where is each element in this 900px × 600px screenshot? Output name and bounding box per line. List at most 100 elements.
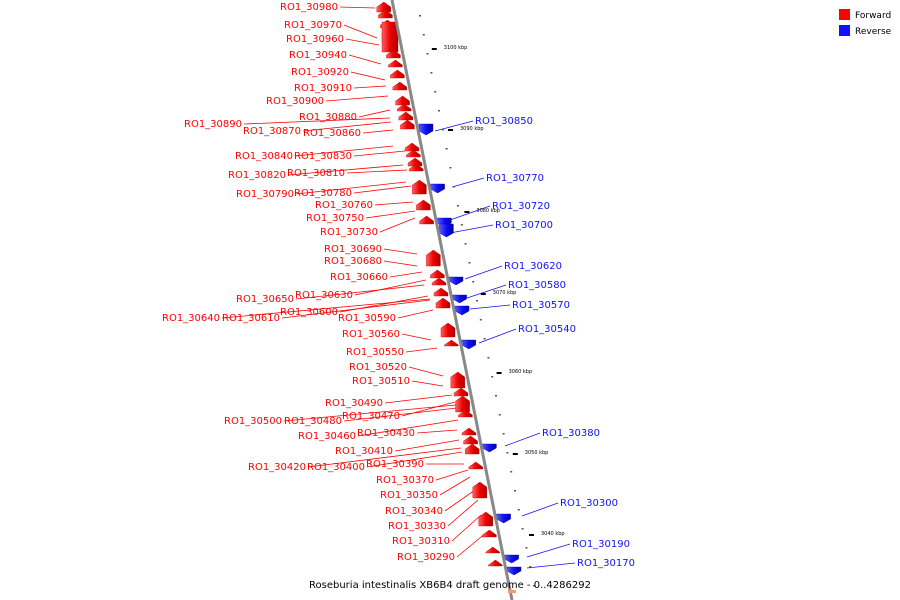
forward-gene-arrow xyxy=(419,215,434,225)
gene-label-forward: RO1_30350 xyxy=(380,490,438,501)
gene-label-forward: RO1_30430 xyxy=(357,428,415,439)
leader-line xyxy=(343,24,378,39)
gene-label-forward: RO1_30390 xyxy=(366,459,424,470)
leader-line xyxy=(464,265,503,280)
minor-marker xyxy=(457,205,459,207)
legend-reverse-swatch xyxy=(839,25,850,36)
forward-gene-arrow xyxy=(444,339,459,347)
gene-label-forward: RO1_30600 xyxy=(280,307,338,318)
forward-gene-arrow xyxy=(386,49,401,59)
gene-label-forward: RO1_30860 xyxy=(303,128,361,139)
reverse-gene-arrow xyxy=(430,183,445,194)
gene-label-forward: RO1_30330 xyxy=(388,521,446,532)
leader-line xyxy=(339,6,376,9)
minor-marker xyxy=(422,34,425,36)
leader-line xyxy=(466,284,507,299)
minor-marker xyxy=(487,357,490,359)
forward-gene-arrow xyxy=(485,546,500,554)
leader-line xyxy=(397,309,434,319)
forward-gene-block xyxy=(381,21,399,53)
kbp-tick-label: 3050 kbp xyxy=(525,450,549,456)
minor-marker xyxy=(517,509,520,511)
leader-line xyxy=(379,217,416,233)
forward-gene-arrow xyxy=(478,511,493,527)
reverse-gene-arrow xyxy=(482,443,497,453)
leader-line xyxy=(357,419,459,437)
minor-marker xyxy=(498,414,501,416)
minor-marker xyxy=(502,433,505,435)
reverse-gene-arrow xyxy=(448,276,464,286)
leader-line xyxy=(451,514,482,542)
leader-line xyxy=(447,499,479,527)
gene-label-forward: RO1_30290 xyxy=(397,552,455,563)
gene-label-forward: RO1_30690 xyxy=(324,244,382,255)
minor-marker xyxy=(506,452,509,454)
leader-line xyxy=(346,169,408,174)
gene-label-forward: RO1_30780 xyxy=(294,188,352,199)
kbp-tick-label: 3040 kbp xyxy=(541,531,565,537)
leader-line xyxy=(221,298,431,319)
forward-gene-arrow xyxy=(461,427,477,436)
legend-forward-swatch xyxy=(839,9,850,20)
gene-label-reverse: RO1_30190 xyxy=(572,539,630,550)
gene-label-reverse: RO1_30620 xyxy=(504,261,562,272)
reverse-gene-arrow xyxy=(504,554,519,564)
forward-gene-arrow xyxy=(406,149,421,158)
leader-line xyxy=(295,181,407,195)
leader-line xyxy=(353,150,406,157)
gene-label-forward: RO1_30810 xyxy=(287,168,345,179)
forward-gene-arrow xyxy=(388,59,403,68)
reverse-gene-arrow xyxy=(454,305,470,316)
minor-marker xyxy=(529,566,532,568)
minor-marker xyxy=(491,376,494,378)
gene-label-forward: RO1_30520 xyxy=(349,362,407,373)
kbp-ticks: 3100 kbp 3090 kbp 3080 kbp 3070 kbp 3060 kbp… xyxy=(431,45,565,537)
forward-gene-arrow xyxy=(409,163,424,172)
leader-line xyxy=(243,117,391,125)
forward-gene-arrow xyxy=(450,371,465,389)
gene-label-forward: RO1_30880 xyxy=(299,112,357,123)
genome-title: Roseburia intestinalis XB6B4 draft genom… xyxy=(309,580,591,591)
leader-line xyxy=(348,54,382,65)
kbp-tick-label: 3100 kbp xyxy=(444,45,468,51)
leader-line xyxy=(283,404,457,422)
leader-line xyxy=(383,248,418,255)
kbp-tick-mark xyxy=(464,211,470,213)
gene-label-forward: RO1_30590 xyxy=(338,313,396,324)
gene-label-forward: RO1_30610 xyxy=(222,313,280,324)
gene-label-forward: RO1_30550 xyxy=(346,347,404,358)
leader-line xyxy=(456,531,488,558)
title-marker xyxy=(508,590,516,593)
leader-line xyxy=(504,432,541,447)
gene-label-reverse: RO1_30850 xyxy=(475,116,533,127)
leader-line xyxy=(354,279,427,296)
leader-line xyxy=(281,299,431,319)
leader-line xyxy=(302,121,392,132)
leader-line xyxy=(416,429,458,434)
leader-line xyxy=(353,85,387,89)
gene-label-forward: RO1_30890 xyxy=(184,119,242,130)
leader-line xyxy=(358,109,391,118)
leader-lines xyxy=(221,6,576,569)
leader-line xyxy=(353,185,412,194)
forward-gene-arrow xyxy=(412,179,427,195)
leader-line xyxy=(384,394,453,404)
leader-line xyxy=(444,489,476,512)
minor-marker xyxy=(514,490,516,492)
minor-marker xyxy=(426,53,429,55)
kbp-tick-mark xyxy=(431,48,437,50)
gene-label-forward: RO1_30680 xyxy=(324,256,382,267)
gene-label-forward: RO1_30940 xyxy=(289,50,347,61)
minor-marker xyxy=(453,186,456,188)
leader-line xyxy=(343,407,458,422)
leader-line xyxy=(451,177,485,188)
gene-label-forward: RO1_30750 xyxy=(306,213,364,224)
gene-label-forward: RO1_30500 xyxy=(224,416,282,427)
gene-label-forward: RO1_30460 xyxy=(298,431,356,442)
leader-line xyxy=(389,271,423,278)
forward-gene-arrow xyxy=(398,111,413,121)
reverse-gene-arrow xyxy=(461,339,476,350)
forward-gene-arrow xyxy=(440,322,456,338)
leader-line xyxy=(526,543,571,558)
